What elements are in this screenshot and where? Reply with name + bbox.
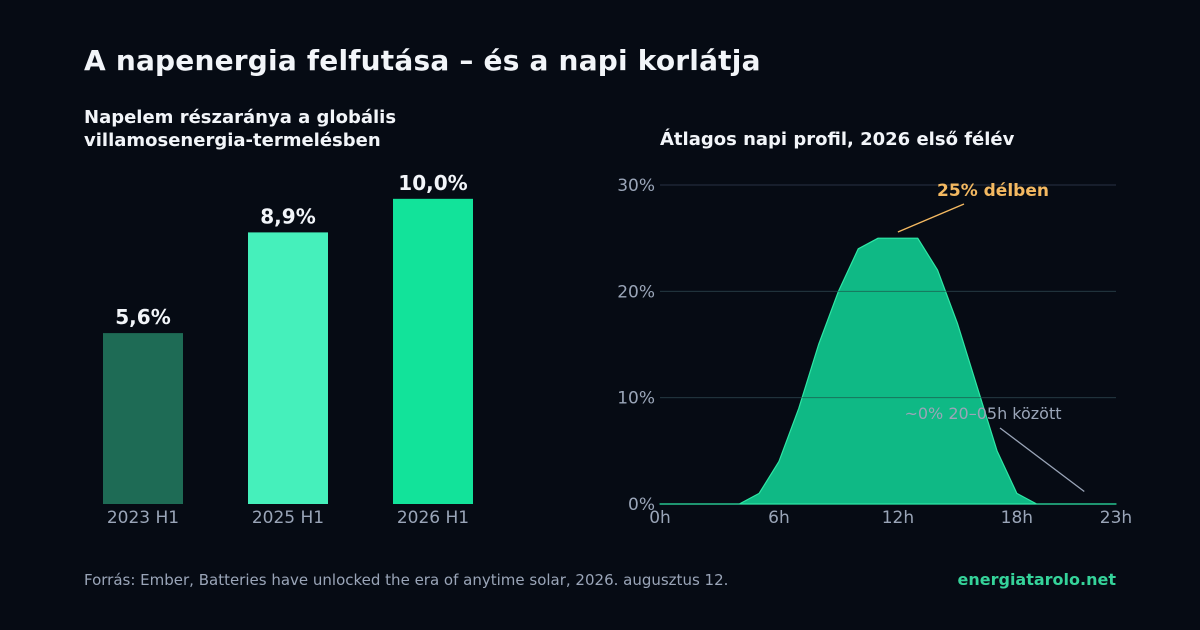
- night-annotation-arrow: [999, 427, 1085, 493]
- area-chart-title: Átlagos napi profil, 2026 első félév: [660, 129, 1015, 150]
- bar-value-label: 5,6%: [115, 305, 170, 329]
- category-label: 2025 H1: [252, 508, 324, 528]
- area-chart: 0% 10% 20% 30% 0h 6h 12h 18h 23h 25% délben ~0% 20…: [617, 176, 1132, 528]
- source-note: Forrás: Ember, Batteries have unlocked t…: [84, 571, 729, 589]
- bar-chart: 5,6% 2023 H1 8,9% 2025 H1 10,0% 2026 H1: [103, 171, 473, 528]
- bar-value-label: 10,0%: [398, 171, 467, 195]
- peak-annotation-arrow: [897, 203, 965, 233]
- x-tick-label: 0h: [649, 508, 671, 528]
- y-tick-label: 20%: [617, 282, 655, 302]
- bar: [103, 333, 183, 504]
- category-label: 2026 H1: [397, 508, 469, 528]
- x-tick-label: 23h: [1100, 508, 1132, 528]
- night-annotation-label: ~0% 20–05h között: [904, 404, 1061, 423]
- x-tick-label: 12h: [882, 508, 914, 528]
- brand-link[interactable]: energiatarolo.net: [957, 570, 1117, 589]
- bar-chart-title: Napelem részaránya a globális villamosen…: [84, 107, 397, 151]
- area-series: [659, 237, 1117, 505]
- bar: [393, 198, 473, 505]
- x-tick-label: 6h: [768, 508, 790, 528]
- page-title: A napenergia felfutása – és a napi korlá…: [84, 44, 761, 77]
- bar-value-label: 8,9%: [260, 204, 315, 228]
- bar: [248, 232, 328, 504]
- peak-annotation-label: 25% délben: [937, 181, 1049, 201]
- x-tick-label: 18h: [1001, 508, 1033, 528]
- y-tick-label: 10%: [617, 389, 655, 409]
- y-tick-label: 0%: [628, 495, 655, 515]
- y-tick-label: 30%: [617, 176, 655, 196]
- category-label: 2023 H1: [107, 508, 179, 528]
